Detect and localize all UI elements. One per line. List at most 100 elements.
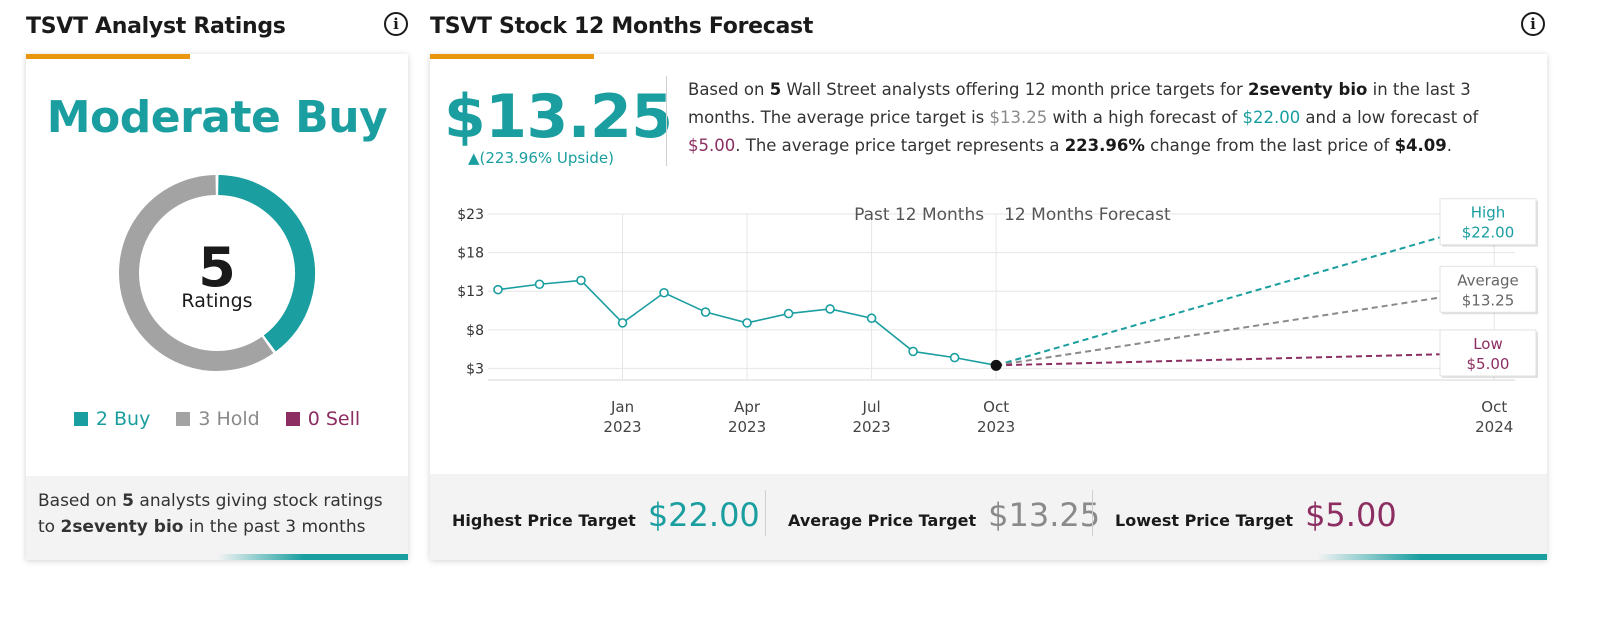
price-targets-bar: Highest Price Target $22.00 Average Pric… [430,474,1547,560]
forecast-label-value: $5.00 [1467,355,1510,373]
footer-analyst-count: 5 [122,491,135,511]
forecast-label-box [1439,198,1537,246]
forecast-title: TSVT Stock 12 Months Forecast [430,14,814,39]
history-point [783,308,794,319]
history-point [825,304,835,314]
highest-target: Highest Price Target $22.00 [452,496,760,534]
x-tick-year: 2023 [977,418,1015,436]
forecast-card: $13.25 ▲(223.96% Upside) Based on 5 Wall… [430,54,1547,560]
donut-segment-1 [119,175,274,371]
y-tick-label: $3 [466,361,484,377]
ratings-legend: 2 Buy 3 Hold 0 Sell [26,408,408,430]
highest-target-value: $22.00 [647,496,760,534]
last-price-point [990,359,1002,371]
ratings-card: Moderate Buy 5 Ratings 2 Buy 3 Hold 0 Se… [26,54,408,560]
summary-last-price: $4.09 [1394,136,1447,155]
legend-sell: 0 Sell [285,408,361,430]
history-point [534,279,545,290]
legend-buy-label: 2 Buy [95,408,151,430]
lowest-target: Lowest Price Target $5.00 [1115,496,1397,534]
forecast-bottom-accent [1317,554,1547,560]
hold-swatch-icon [176,412,191,426]
average-target-value: $13.25 [988,496,1101,534]
ratings-count: 5 [198,236,236,299]
targets-divider [765,490,766,536]
history-point [659,287,669,298]
y-tick-label: $13 [457,284,484,300]
summary-text: and a low forecast of [1300,108,1479,127]
history-point [700,307,711,317]
x-tick-year: 2024 [1475,418,1513,436]
forecast-label-high: High $22.00 [1439,198,1538,247]
summary-text: . [1446,136,1453,155]
forecast-summary: Based on 5 Wall Street analysts offering… [688,76,1528,160]
history-point [576,275,586,286]
highest-target-label: Highest Price Target [452,511,636,530]
history-point [742,318,752,328]
average-price-target: $13.25 [444,82,673,152]
footer-company: 2seventy bio [60,517,184,537]
ratings-count-label: Ratings [181,290,253,312]
x-tick-month: Apr [734,398,761,416]
x-tick-year: 2023 [852,418,890,436]
summary-text: . The average price target represents a [735,136,1065,155]
footer-text: analysts giving stock ratings to [38,491,383,537]
x-tick-month: Oct [983,398,1009,416]
summary-company: 2seventy bio [1247,80,1368,99]
upside-percentage: ▲(223.96% Upside) [468,149,614,167]
x-tick-month: Jan [610,398,634,416]
header-divider [666,76,667,166]
summary-text: change from the last price of [1144,136,1395,155]
forecast-label-value: $22.00 [1462,224,1515,242]
history-point [493,284,503,295]
x-tick-year: 2023 [728,418,766,436]
forecast-label-box [1439,329,1537,377]
sell-swatch-icon [285,412,300,426]
forecast-label-average: Average $13.25 [1439,265,1538,315]
forecast-label-name: High [1471,204,1505,222]
footer-text: Based on [38,491,123,511]
history-point [617,318,628,328]
lowest-target-value: $5.00 [1305,496,1397,534]
targets-divider [1092,490,1093,536]
forecast-line-low [996,351,1495,367]
summary-text: in the last 3 months. The average price … [688,80,1471,127]
x-tick-month: Jul [862,398,881,416]
legend-sell-label: 0 Sell [307,408,361,430]
summary-text: with a high forecast of [1047,108,1243,127]
lowest-target-label: Lowest Price Target [1115,511,1294,530]
y-tick-label: $8 [466,323,484,339]
summary-text: Wall Street analysts offering 12 month p… [781,80,1248,99]
average-target-label: Average Price Target [788,511,977,530]
consensus-rating: Moderate Buy [46,92,388,143]
ratings-info-icon[interactable]: i [384,12,408,36]
history-point [949,352,960,363]
ratings-bottom-accent [218,554,408,560]
footer-text: in the past 3 months [183,517,366,537]
summary-avg: $13.25 [989,108,1048,127]
summary-high: $22.00 [1242,108,1301,127]
buy-swatch-icon [73,412,88,426]
chart-header-past: Past 12 Months [854,205,984,225]
forecast-label-value: $13.25 [1462,291,1515,309]
ratings-footer: Based on 5 analysts giving stock ratings… [26,476,408,560]
ratings-accent-bar [26,54,190,59]
forecast-line-high [995,220,1495,367]
x-tick-month: Oct [1481,398,1507,416]
y-tick-label: $23 [457,207,484,223]
average-target: Average Price Target $13.25 [788,496,1100,534]
legend-hold: 3 Hold [176,408,260,430]
x-tick-year: 2023 [603,418,641,436]
summary-analyst-count: 5 [769,80,782,99]
history-point [866,313,877,324]
legend-hold-label: 3 Hold [198,408,260,430]
legend-buy: 2 Buy [73,408,151,430]
chart-header-forecast: 12 Months Forecast [1004,205,1171,225]
ratings-donut-chart [119,175,315,371]
donut-segment-0 [217,175,315,352]
forecast-label-name: Low [1473,335,1503,353]
history-point [908,346,918,357]
forecast-label-box [1439,265,1537,313]
forecast-info-icon[interactable]: i [1521,12,1545,36]
summary-text: Based on [688,80,770,99]
